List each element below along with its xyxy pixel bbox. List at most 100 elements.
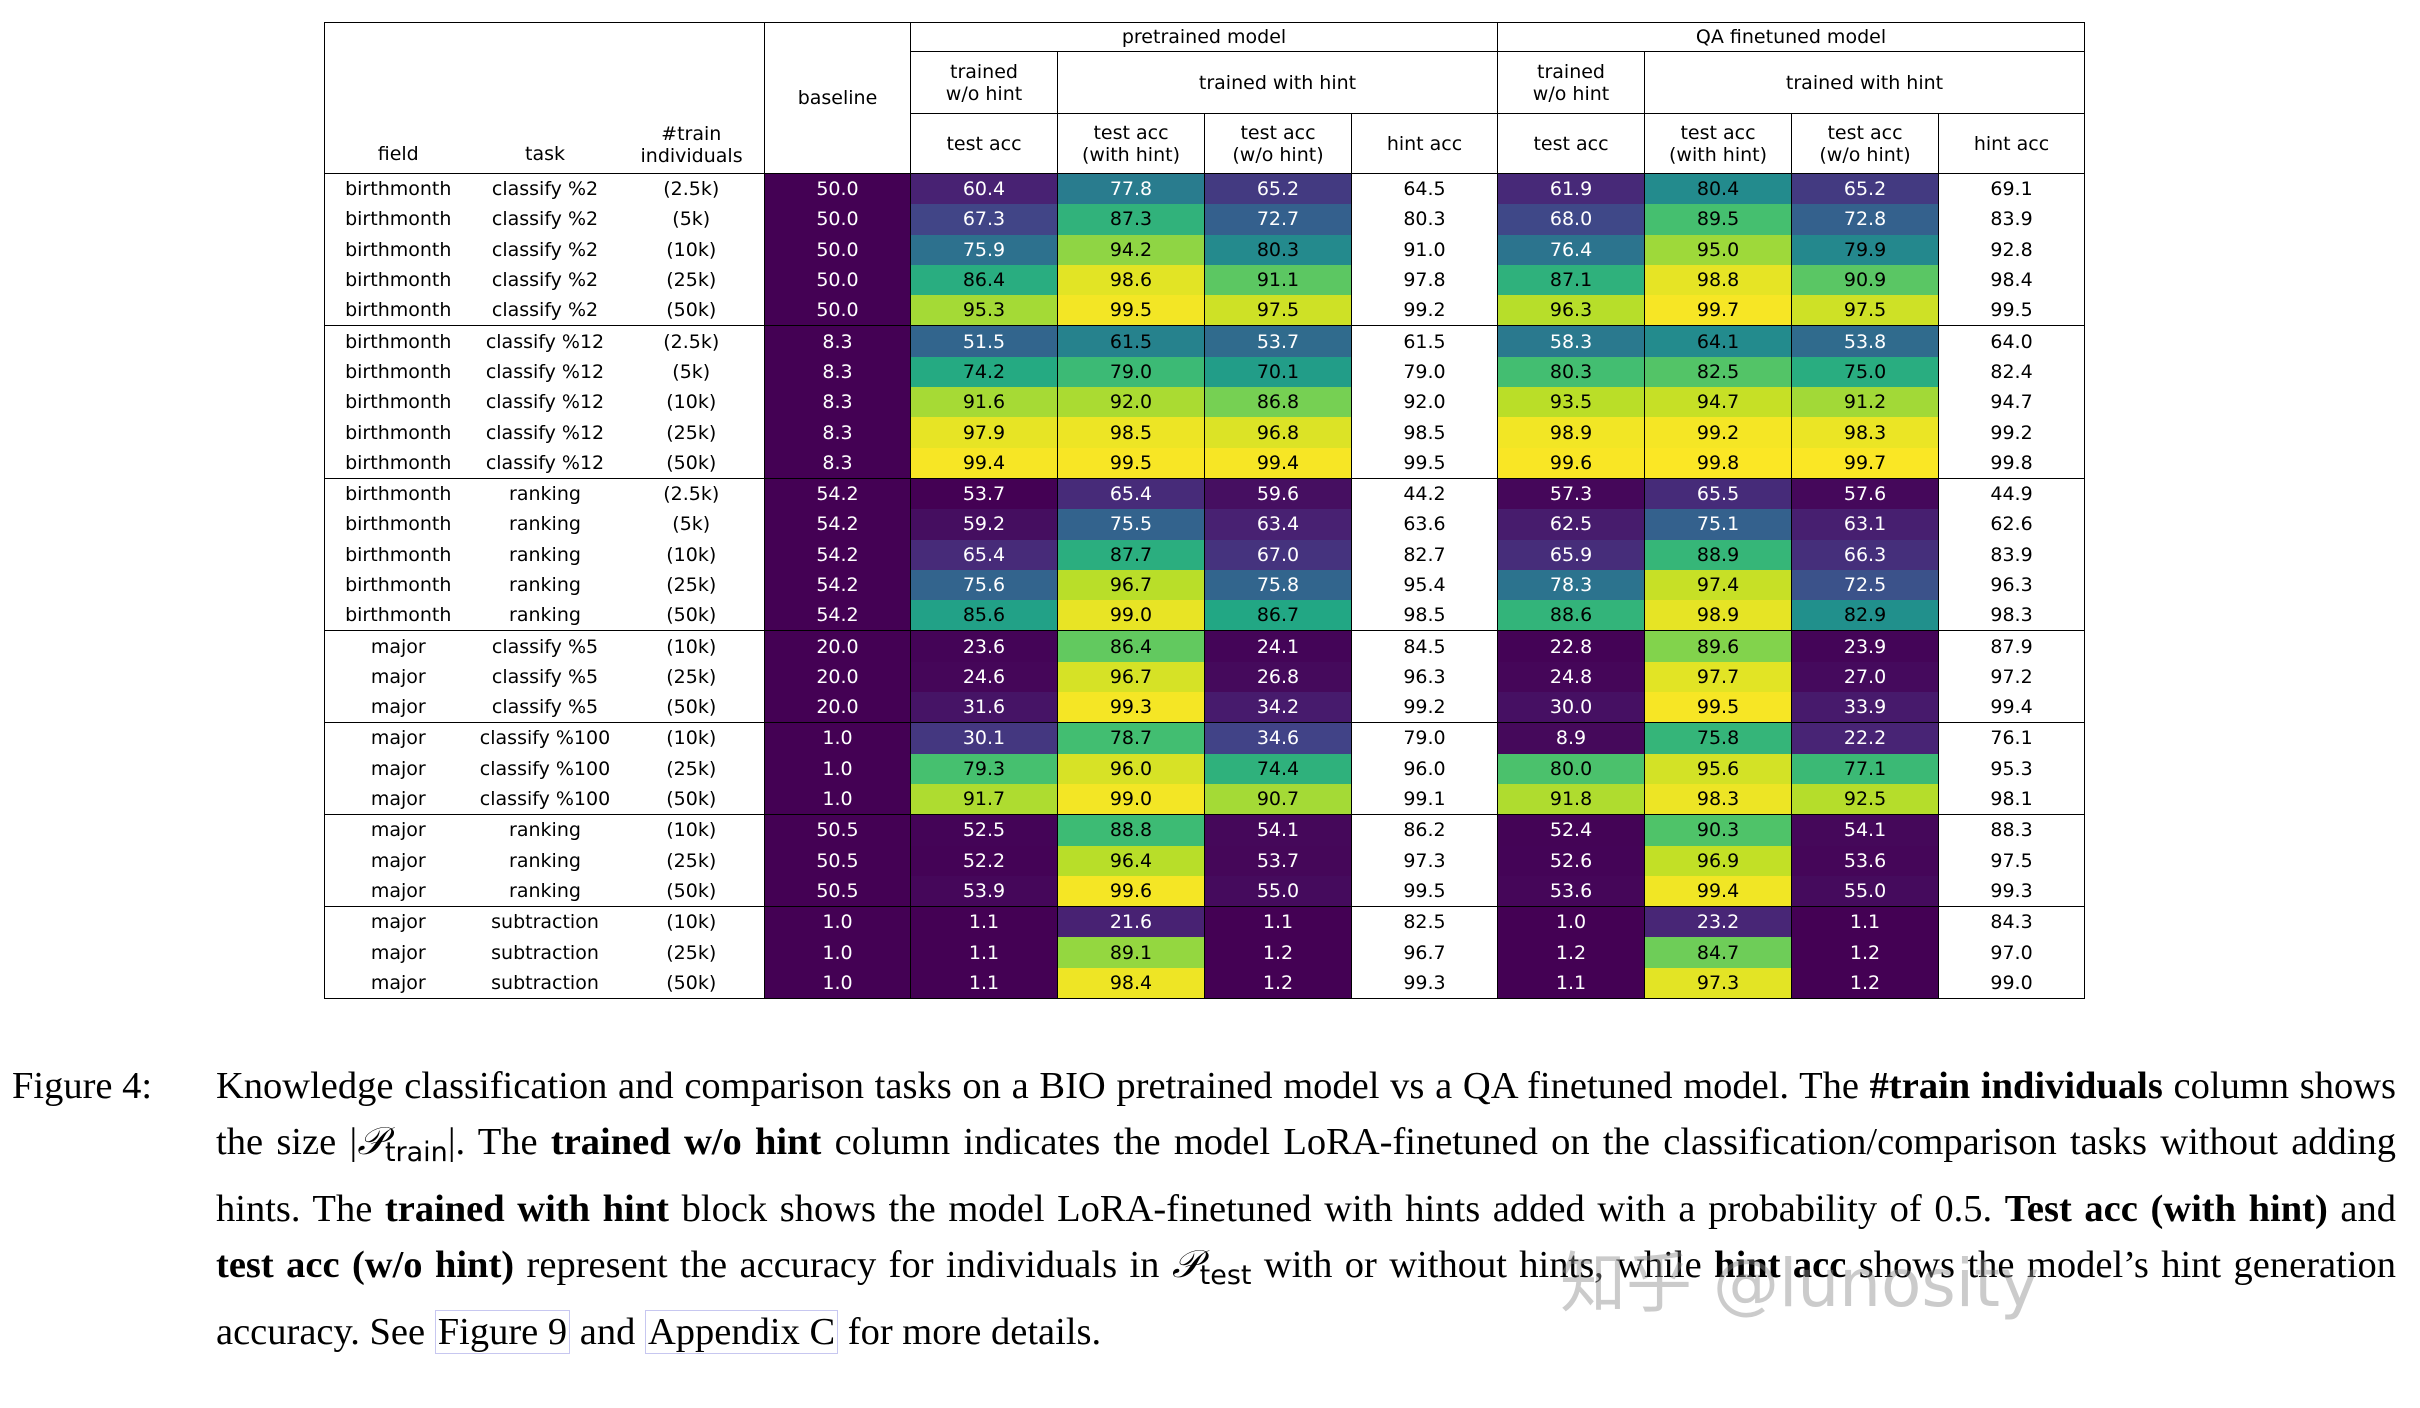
value-cell: 8.3 — [764, 447, 911, 479]
value-cell: 50.0 — [764, 173, 911, 205]
subheader: trained w/o hint — [1497, 51, 1646, 114]
value-cell: 65.9 — [1497, 539, 1646, 570]
value-cell: 20.0 — [764, 661, 911, 693]
data-row: birthmonth ranking (2.5k) 54.2 53.7 65.4 59.6 4… — [324, 477, 2086, 510]
value-cell: 99.8 — [1938, 447, 2086, 479]
label-cell: birthmonth — [324, 264, 472, 296]
value-cell: 95.4 — [1350, 569, 1499, 601]
label-cell: (5k) — [618, 356, 765, 388]
value-cell: 52.2 — [910, 845, 1058, 876]
value-cell: 84.3 — [1938, 906, 2086, 938]
label-cell: ranking — [509, 574, 581, 596]
value-cell: 8.3 — [764, 356, 911, 388]
caption-normal: |. The — [447, 1121, 551, 1163]
value-cell: 78.7 — [1057, 722, 1205, 754]
value-cell: 96.7 — [1350, 937, 1499, 968]
caption-normal: block shows the model LoRA-finetuned wit… — [669, 1188, 2005, 1230]
label-cell: classify %2 — [491, 269, 599, 292]
data-row: major classify %5 (10k) 20.0 23.6 86.4 24.1 84.… — [324, 630, 2086, 662]
label-cell: classify %2 — [491, 299, 599, 322]
label-cell: birthmonth — [324, 477, 472, 510]
label-cell: (50k) — [618, 967, 765, 1000]
value-cell: 51.5 — [910, 325, 1058, 357]
data-row: major ranking (50k) 50.5 53.9 99.6 55.0 99.5 53.… — [324, 875, 2086, 907]
caption-link[interactable]: Figure 9 — [434, 1310, 571, 1354]
value-cell: 79.0 — [1057, 356, 1205, 388]
value-cell: 91.7 — [910, 783, 1058, 815]
caption-bold: trained w/o hint — [550, 1121, 822, 1163]
value-cell: 1.2 — [1791, 937, 1940, 968]
value-cell: 1.2 — [1497, 937, 1646, 968]
value-cell: 92.0 — [1350, 387, 1499, 418]
value-cell: 86.2 — [1350, 814, 1499, 846]
label-cell: (25k) — [618, 845, 765, 876]
value-cell: 1.1 — [1204, 906, 1352, 938]
caption-link[interactable]: Appendix C — [644, 1310, 839, 1354]
value-cell: 83.9 — [1938, 539, 2086, 570]
label-cell: subtraction — [491, 941, 599, 964]
value-cell: 96.3 — [1350, 661, 1499, 693]
value-cell: 54.1 — [1791, 814, 1940, 846]
label-cell: (50k) — [618, 692, 765, 723]
value-cell: 74.4 — [1204, 753, 1352, 784]
value-cell: 54.2 — [764, 509, 911, 540]
value-cell: 50.0 — [764, 295, 911, 326]
value-cell: 83.9 — [1938, 204, 2086, 235]
data-row: major subtraction (10k) 1.0 1.1 21.6 1.1 82.5 1.… — [324, 906, 2086, 938]
caption-body: Knowledge classification and comparison … — [216, 1058, 2396, 1360]
value-cell: 65.2 — [1791, 173, 1940, 205]
label-cell: major — [324, 692, 472, 723]
value-cell: 91.2 — [1791, 387, 1940, 418]
value-cell: 23.2 — [1644, 906, 1793, 938]
value-cell: 75.6 — [910, 569, 1058, 601]
data-row: birthmonth ranking (10k) 54.2 65.4 87.7 67.0 82… — [324, 539, 2086, 570]
results-table: field task #train individuals baseline pretr… — [324, 22, 2086, 1000]
value-cell: 90.3 — [1644, 814, 1793, 846]
value-cell: 88.8 — [1057, 814, 1205, 846]
label-cell: (2.5k) — [618, 477, 765, 510]
value-cell: 53.8 — [1791, 325, 1940, 357]
value-cell: 1.0 — [1497, 906, 1646, 938]
value-cell: 99.4 — [1644, 875, 1793, 907]
value-cell: 97.5 — [1938, 845, 2086, 876]
label-cell: birthmonth — [324, 204, 472, 235]
value-cell: 82.4 — [1938, 356, 2086, 388]
value-cell: 98.5 — [1350, 600, 1499, 631]
data-row: birthmonth ranking (25k) 54.2 75.6 96.7 75.8 95… — [324, 569, 2086, 601]
caption-normal: column shows the size | — [216, 1065, 2396, 1163]
data-row: major classify %5 (25k) 20.0 24.6 96.7 26.8 96.… — [324, 661, 2086, 693]
label-cell: (25k) — [618, 417, 765, 448]
value-cell: 53.7 — [1204, 845, 1352, 876]
value-cell: 52.4 — [1497, 814, 1646, 846]
value-cell: 97.7 — [1644, 661, 1793, 693]
value-cell: 50.0 — [764, 204, 911, 235]
value-cell: 61.5 — [1057, 325, 1205, 357]
value-cell: 1.2 — [1204, 967, 1352, 1000]
value-cell: 75.5 — [1057, 509, 1205, 540]
value-cell: 94.7 — [1644, 387, 1793, 418]
value-cell: 1.2 — [1204, 937, 1352, 968]
value-cell: 98.5 — [1057, 417, 1205, 448]
label-cell: (50k) — [618, 447, 765, 479]
value-cell: 99.0 — [1938, 967, 2086, 1000]
value-cell: 82.5 — [1644, 356, 1793, 388]
label-cell: ranking — [509, 604, 581, 627]
header-row: field task #train individuals baseline pretr… — [324, 22, 2086, 174]
value-cell: 50.0 — [764, 264, 911, 296]
data-row: birthmonth classify %12 (2.5k) 8.3 51.5 61.5 5… — [324, 325, 2086, 357]
value-cell: 21.6 — [1057, 906, 1205, 938]
data-row: birthmonth classify %2 (10k) 50.0 75.9 94.2 80… — [324, 234, 2086, 265]
value-cell: 64.5 — [1350, 173, 1499, 205]
value-cell: 22.2 — [1791, 722, 1940, 754]
label-cell: classify %12 — [471, 325, 619, 357]
value-cell: 96.0 — [1350, 753, 1499, 784]
label-cell: (10k) — [618, 722, 765, 754]
data-row: major classify %5 (50k) 20.0 31.6 99.3 34.2 99.… — [324, 692, 2086, 723]
label-cell: ranking — [509, 849, 581, 872]
label-cell: major — [324, 967, 472, 1000]
value-cell: 84.5 — [1350, 630, 1499, 662]
label-cell: (10k) — [618, 234, 765, 265]
value-cell: 98.3 — [1644, 783, 1793, 815]
value-cell: 97.5 — [1204, 295, 1352, 326]
value-cell: 91.0 — [1350, 234, 1499, 265]
